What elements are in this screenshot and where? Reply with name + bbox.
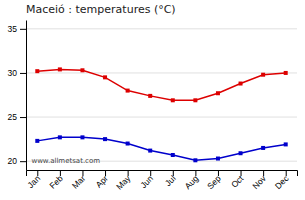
tick-label: May	[114, 173, 133, 192]
tick-label: Oct	[229, 173, 246, 190]
marker	[171, 153, 175, 157]
tick: 20	[8, 156, 26, 166]
marker	[58, 67, 62, 71]
series-group	[35, 67, 287, 162]
tick-label: Dec	[273, 173, 291, 191]
marker	[284, 71, 288, 75]
tick-mark	[218, 170, 219, 176]
tick: Mar	[70, 170, 88, 191]
tick-label: Sep	[205, 173, 223, 191]
tick-mark	[173, 170, 174, 176]
watermark: www.allmetsat.com	[31, 157, 100, 165]
tick: Jun	[138, 170, 155, 190]
axis-line	[27, 171, 298, 177]
tick-label: Feb	[47, 173, 65, 191]
tick-label: Jun	[138, 173, 155, 190]
series	[35, 67, 287, 102]
tick: May	[114, 170, 133, 192]
marker	[193, 158, 197, 162]
plot: Jan Feb Mar AprMay Jun Jul AugSep OctNov Dec 20 25…	[8, 21, 298, 192]
tick: Jul	[163, 170, 178, 188]
marker	[261, 73, 265, 77]
tick-label: 30	[8, 68, 18, 78]
chart: Jan Feb Mar AprMay Jun Jul AugSep OctNov Dec 20 25…	[0, 0, 305, 200]
marker	[35, 139, 39, 143]
tick-mark	[20, 29, 26, 30]
tick-label: Apr	[94, 173, 111, 190]
tick-label: Jul	[163, 173, 178, 188]
tick-mark	[105, 170, 106, 176]
tick: Aug	[183, 170, 201, 191]
tick-mark	[286, 170, 287, 176]
tick-mark	[82, 170, 83, 176]
y-axis: 20 25 30 35	[8, 21, 27, 171]
grid	[26, 29, 297, 161]
tick-mark	[241, 170, 242, 176]
tick-label: Mar	[70, 173, 88, 191]
tick: Apr	[94, 170, 111, 190]
axis-line	[26, 21, 27, 171]
marker	[239, 82, 243, 86]
marker	[193, 98, 197, 102]
marker	[216, 91, 220, 95]
tick-label: 20	[8, 156, 18, 166]
tick: Dec	[273, 170, 291, 191]
tick: 35	[8, 24, 26, 34]
marker	[148, 149, 152, 153]
tick-mark	[263, 170, 264, 176]
title: Maceió : temperatures (°C)	[26, 3, 176, 16]
marker	[80, 135, 84, 139]
grid-line	[26, 117, 297, 118]
marker	[261, 146, 265, 150]
marker	[35, 69, 39, 73]
marker	[126, 89, 130, 93]
marker	[103, 75, 107, 79]
marker	[148, 94, 152, 98]
grid-line	[26, 72, 297, 73]
tick-label: 35	[8, 24, 18, 34]
marker	[103, 137, 107, 141]
tick-label: Aug	[183, 173, 201, 191]
tick: 25	[8, 112, 26, 122]
tick: Sep	[205, 170, 223, 191]
tick-mark	[20, 161, 26, 162]
marker	[171, 98, 175, 102]
x-axis: Jan Feb Mar AprMay Jun Jul AugSep OctNov Dec	[25, 170, 297, 192]
tick-mark	[195, 170, 196, 176]
tick-mark	[37, 170, 38, 176]
line	[37, 69, 285, 100]
tick: 30	[8, 68, 26, 78]
tick-mark	[20, 117, 26, 118]
marker	[239, 151, 243, 155]
marker	[216, 157, 220, 161]
tick-label: Nov	[250, 173, 268, 191]
tick-label: 25	[8, 112, 18, 122]
tick: Feb	[47, 170, 65, 191]
marker	[284, 142, 288, 146]
marker	[126, 142, 130, 146]
grid-line	[26, 28, 297, 29]
tick-mark	[128, 170, 129, 176]
tick-mark	[60, 170, 61, 176]
tick: Jan	[25, 170, 42, 190]
tick: Nov	[250, 170, 268, 191]
tick-mark	[20, 73, 26, 74]
marker	[58, 135, 62, 139]
tick: Oct	[229, 170, 246, 190]
tick-label: Jan	[25, 173, 42, 190]
tick-mark	[150, 170, 151, 176]
marker	[80, 68, 84, 72]
